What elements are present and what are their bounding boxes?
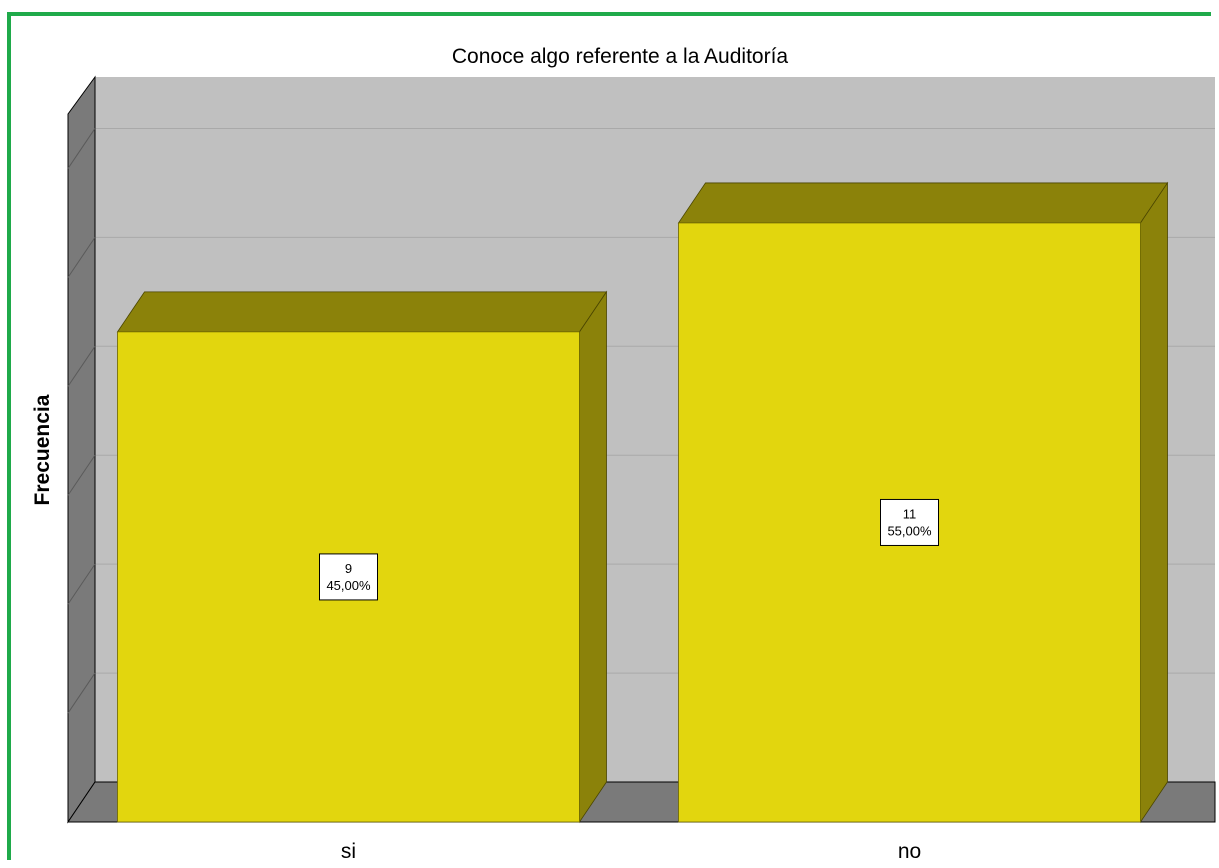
left-wall-gridlines: [67, 128, 96, 714]
data-label-count: 9: [345, 561, 352, 576]
bar-top-face: [677, 182, 1169, 224]
data-label-percent: 45,00%: [326, 578, 371, 593]
x-tick-label: no: [898, 840, 921, 863]
y-axis-label: Frecuencia: [31, 394, 54, 505]
plot-left-wall: [67, 75, 96, 824]
bars-group: 9 45,00% 11 55,00%: [116, 181, 1169, 824]
data-label-count: 11: [903, 506, 917, 521]
data-label-box: [880, 498, 939, 546]
data-label-box: [319, 553, 378, 601]
wall-gridline: [67, 672, 96, 714]
bar-side-face: [1140, 181, 1168, 824]
wall-gridline: [67, 237, 96, 278]
chart-title: Conoce algo referente a la Auditoría: [452, 45, 789, 68]
wall-gridline: [67, 454, 96, 496]
bar-top-face: [116, 291, 608, 333]
bar-side-face: [579, 290, 607, 824]
x-tick-label: si: [341, 840, 356, 863]
bar-si: 9 45,00%: [116, 290, 608, 824]
bar-no: 11 55,00%: [677, 181, 1169, 824]
wall-gridline: [67, 128, 96, 169]
x-axis-ticks: si no: [341, 840, 921, 863]
wall-gridline: [67, 563, 96, 605]
data-label-percent: 55,00%: [887, 523, 932, 538]
wall-gridline: [67, 346, 96, 387]
